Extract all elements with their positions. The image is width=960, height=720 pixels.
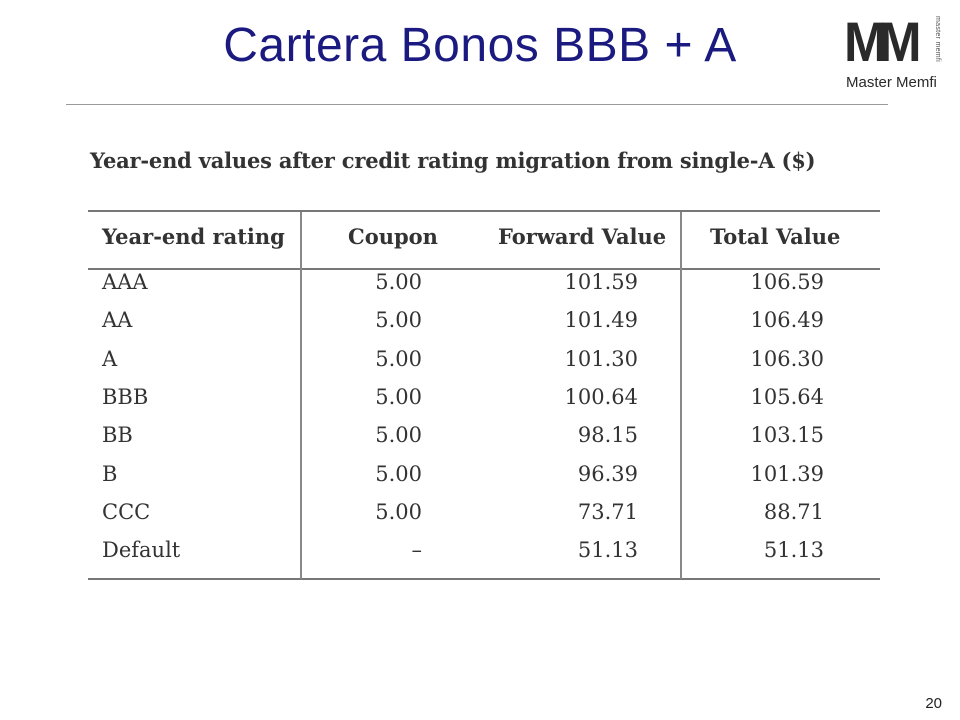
logo-vertical-text: master memfi [934,16,941,62]
cell-forward-value: 101.49 [564,308,638,333]
cell-forward-value: 101.59 [564,270,638,294]
cell-forward-value: 101.30 [564,346,638,371]
title-divider [66,104,888,105]
cell-rating: B [102,461,118,486]
cell-forward-value: 96.39 [577,461,638,486]
table-header-rule [88,268,880,270]
cell-coupon: 5.00 [375,384,422,409]
cell-coupon: 5.00 [375,423,422,448]
cell-rating: Default [102,538,181,563]
cell-rating: AAA [102,270,148,294]
cell-coupon: 5.00 [375,461,422,486]
cell-coupon: – [411,538,423,563]
cell-total-value: 88.71 [763,499,824,524]
master-memfi-logo: MM master memfi Master Memfi [840,12,952,96]
cell-total-value: 51.13 [763,538,824,563]
page-number: 20 [925,695,942,712]
cell-coupon: 5.00 [375,308,422,333]
cell-total-value: 101.39 [750,461,824,486]
table-bottom-rule [88,578,880,580]
cell-forward-value: 73.71 [577,499,638,524]
table-column-divider [300,212,302,579]
table-top-rule [88,210,880,212]
cell-forward-value: 100.64 [564,384,638,409]
logo-mark: MM [844,10,922,73]
header-total-value: Total Value [710,224,841,249]
header-year-end-rating: Year-end rating [102,224,285,249]
cell-forward-value: 51.13 [577,538,638,563]
table-column-divider [680,212,682,579]
cell-total-value: 103.15 [750,423,824,448]
cell-coupon: 5.00 [375,270,422,294]
cell-total-value: 106.49 [750,308,824,333]
table-caption: Year-end values after credit rating migr… [90,148,816,173]
cell-rating: BBB [102,384,149,409]
cell-total-value: 106.30 [750,346,824,371]
slide-title: Cartera Bonos BBB + A [223,19,737,72]
cell-coupon: 5.00 [375,499,422,524]
cell-coupon: 5.00 [375,346,422,371]
header-forward-value: Forward Value [498,224,667,249]
logo-subtitle: Master Memfi [846,74,937,91]
header-coupon: Coupon [348,224,438,249]
cell-forward-value: 98.15 [577,423,638,448]
rating-migration-table: Year-end rating Coupon Forward Value Tot… [88,210,880,580]
cell-rating: CCC [102,499,151,524]
cell-total-value: 106.59 [750,270,824,294]
cell-rating: AA [102,308,133,333]
cell-rating: A [102,346,118,371]
cell-total-value: 105.64 [750,384,824,409]
cell-rating: BB [102,423,133,448]
